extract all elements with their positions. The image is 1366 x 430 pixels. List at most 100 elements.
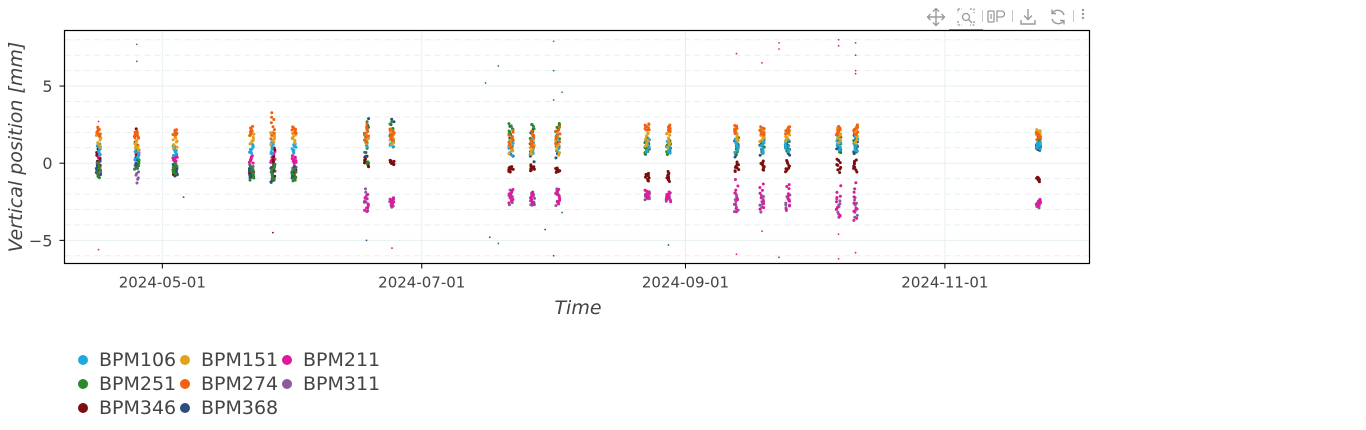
outlier-point-bpm211 [97, 120, 100, 123]
data-point-bpm106 [392, 145, 396, 149]
data-point-bpm346 [838, 161, 842, 165]
outlier-point-bpm311 [552, 40, 555, 43]
data-point-bpm251 [365, 120, 369, 124]
data-point-bpm151 [784, 135, 788, 139]
data-point-bpm346 [854, 168, 858, 172]
data-point-bpm274 [558, 132, 562, 136]
data-point-bpm274 [271, 125, 275, 129]
legend-label: BPM251 [99, 373, 177, 395]
outlier-point-bpm251 [497, 242, 500, 245]
data-point-bpm151 [855, 138, 859, 142]
data-point-bpm151 [293, 139, 297, 143]
data-point-bpm274 [507, 140, 511, 144]
data-point-bpm368 [532, 160, 536, 164]
data-point-bpm151 [269, 142, 273, 146]
data-point-bpm311 [784, 201, 788, 205]
data-point-bpm151 [98, 144, 102, 148]
hover-icon[interactable] [986, 6, 1008, 28]
data-point-bpm346 [646, 174, 650, 177]
data-point-bpm311 [838, 199, 842, 203]
data-point-bpm106 [760, 147, 764, 151]
data-point-bpm211 [855, 216, 859, 220]
data-point-bpm211 [511, 188, 515, 191]
data-point-bpm274 [133, 136, 137, 140]
data-point-bpm346 [835, 163, 839, 167]
data-point-bpm274 [269, 121, 273, 125]
data-point-bpm211 [509, 191, 513, 195]
data-point-bpm274 [532, 145, 536, 149]
data-point-bpm106 [510, 153, 514, 157]
data-point-bpm274 [98, 132, 102, 136]
data-point-bpm274 [558, 140, 562, 144]
data-point-bpm311 [363, 187, 367, 191]
data-point-bpm211 [664, 197, 668, 201]
data-point-bpm274 [784, 132, 788, 136]
data-point-bpm346 [511, 167, 515, 171]
data-point-bpm251 [271, 173, 275, 177]
data-point-bpm346 [784, 167, 788, 171]
data-point-bpm274 [291, 125, 295, 129]
data-point-bpm151 [758, 140, 762, 144]
y-axis-title: Vertical position [mm] [5, 42, 27, 253]
data-point-bpm274 [1034, 131, 1038, 135]
data-point-bpm251 [251, 171, 255, 175]
outlier-point-bpm211 [837, 233, 840, 236]
outlier-point-bpm211 [761, 62, 763, 64]
data-point-bpm346 [644, 172, 648, 176]
more-icon[interactable] [1072, 6, 1094, 28]
pan-icon[interactable] [925, 6, 947, 28]
data-point-bpm346 [646, 171, 650, 175]
data-point-bpm274 [363, 131, 367, 135]
legend-label: BPM106 [99, 349, 177, 371]
legend-label: BPM346 [99, 397, 177, 419]
data-point-bpm251 [665, 153, 669, 157]
data-point-bpm368 [367, 117, 371, 121]
data-point-bpm346 [734, 164, 738, 168]
data-point-bpm346 [392, 159, 396, 163]
scatter-chart: −505 2024-05-01 2024-07-01 2024-09-01 2024-… [5, 29, 1091, 319]
toolbar-divider [1012, 10, 1013, 22]
data-point-bpm274 [366, 134, 370, 138]
data-point-bpm211 [761, 182, 765, 186]
data-point-bpm151 [646, 139, 650, 143]
data-point-bpm346 [1036, 175, 1040, 179]
data-point-bpm211 [667, 196, 671, 200]
plot-area[interactable] [64, 30, 1090, 264]
data-point-bpm274 [788, 125, 792, 129]
data-point-bpm251 [507, 129, 511, 133]
outlier-point-bpm368 [488, 236, 491, 239]
save-icon[interactable] [1017, 6, 1039, 28]
data-point-bpm251 [97, 175, 101, 179]
data-point-bpm346 [272, 160, 276, 164]
data-point-bpm251 [530, 123, 534, 127]
outlier-point-bpm346 [272, 231, 274, 234]
outlier-point-bpm251 [497, 65, 500, 67]
data-point-bpm211 [734, 210, 738, 214]
data-point-bpm211 [293, 155, 297, 159]
data-point-bpm211 [558, 197, 562, 201]
data-point-bpm251 [294, 170, 298, 174]
x-tick-label: 2024-09-01 [642, 274, 729, 292]
outlier-point-bpm311 [135, 43, 138, 46]
data-point-bpm151 [836, 136, 840, 140]
data-point-bpm311 [136, 176, 140, 180]
data-point-bpm151 [644, 134, 648, 138]
data-point-bpm368 [554, 156, 558, 160]
reset-icon[interactable] [1047, 6, 1069, 28]
data-point-bpm368 [269, 180, 273, 184]
x-tick-label: 2024-11-01 [901, 274, 988, 292]
data-point-bpm274 [761, 126, 765, 130]
data-point-bpm346 [271, 158, 275, 162]
data-point-bpm151 [136, 147, 140, 151]
data-point-bpm251 [270, 168, 274, 172]
data-point-bpm346 [388, 158, 392, 162]
x-tick-label: 2024-07-01 [378, 274, 465, 292]
data-point-bpm151 [666, 146, 670, 150]
data-point-bpm274 [733, 124, 737, 128]
data-point-bpm151 [94, 133, 98, 137]
data-point-bpm151 [172, 143, 176, 147]
data-point-bpm151 [853, 140, 857, 144]
data-point-bpm151 [171, 138, 175, 142]
outlier-point-bpm211 [854, 54, 857, 57]
data-point-bpm106 [853, 148, 857, 152]
